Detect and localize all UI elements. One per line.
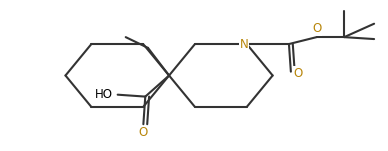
Text: N: N (240, 38, 249, 51)
Text: O: O (139, 126, 148, 139)
Text: O: O (312, 22, 321, 35)
Text: O: O (293, 67, 302, 80)
Text: HO: HO (95, 88, 113, 101)
